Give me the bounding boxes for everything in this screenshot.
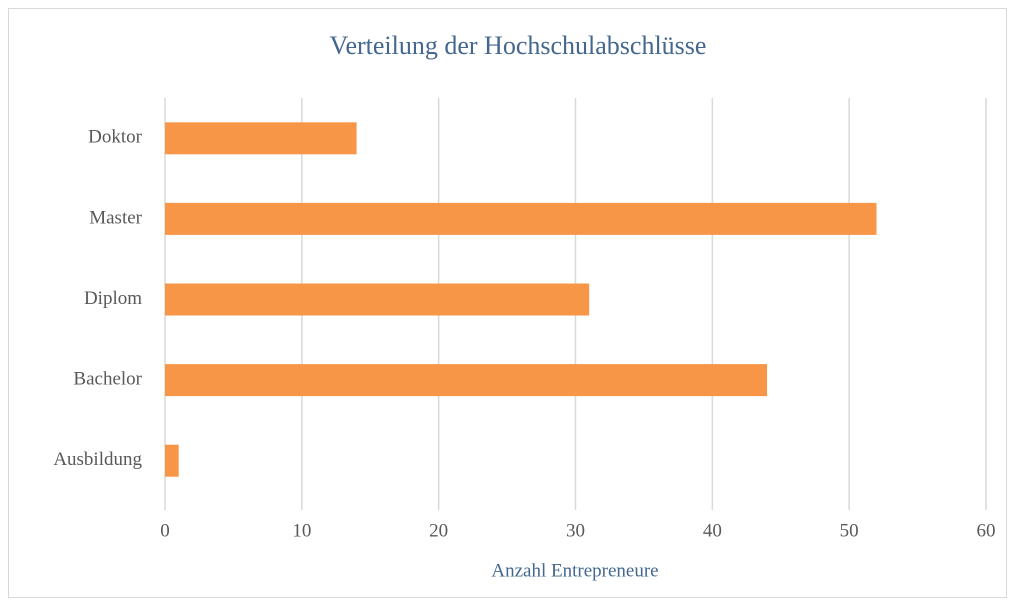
bar <box>165 364 768 397</box>
y-tick-label: Ausbildung <box>53 449 142 470</box>
bar <box>165 444 179 477</box>
y-tick-label: Master <box>89 207 142 228</box>
x-tick-label: 40 <box>703 520 722 541</box>
x-tick-label: 60 <box>977 520 996 541</box>
bar <box>165 202 877 235</box>
chart-title: Verteilung der Hochschulabschlüsse <box>330 31 707 60</box>
x-tick-label: 20 <box>429 520 448 541</box>
bar <box>165 122 357 155</box>
x-tick-label: 50 <box>840 520 859 541</box>
x-tick-label: 0 <box>160 520 170 541</box>
y-tick-label: Doktor <box>88 127 143 148</box>
x-tick-label: 30 <box>566 520 585 541</box>
y-tick-label: Bachelor <box>73 368 142 389</box>
y-tick-label: Diplom <box>84 288 142 309</box>
bar <box>165 283 590 316</box>
x-axis-title: Anzahl Entrepreneure <box>491 560 658 581</box>
x-tick-label: 10 <box>292 520 311 541</box>
